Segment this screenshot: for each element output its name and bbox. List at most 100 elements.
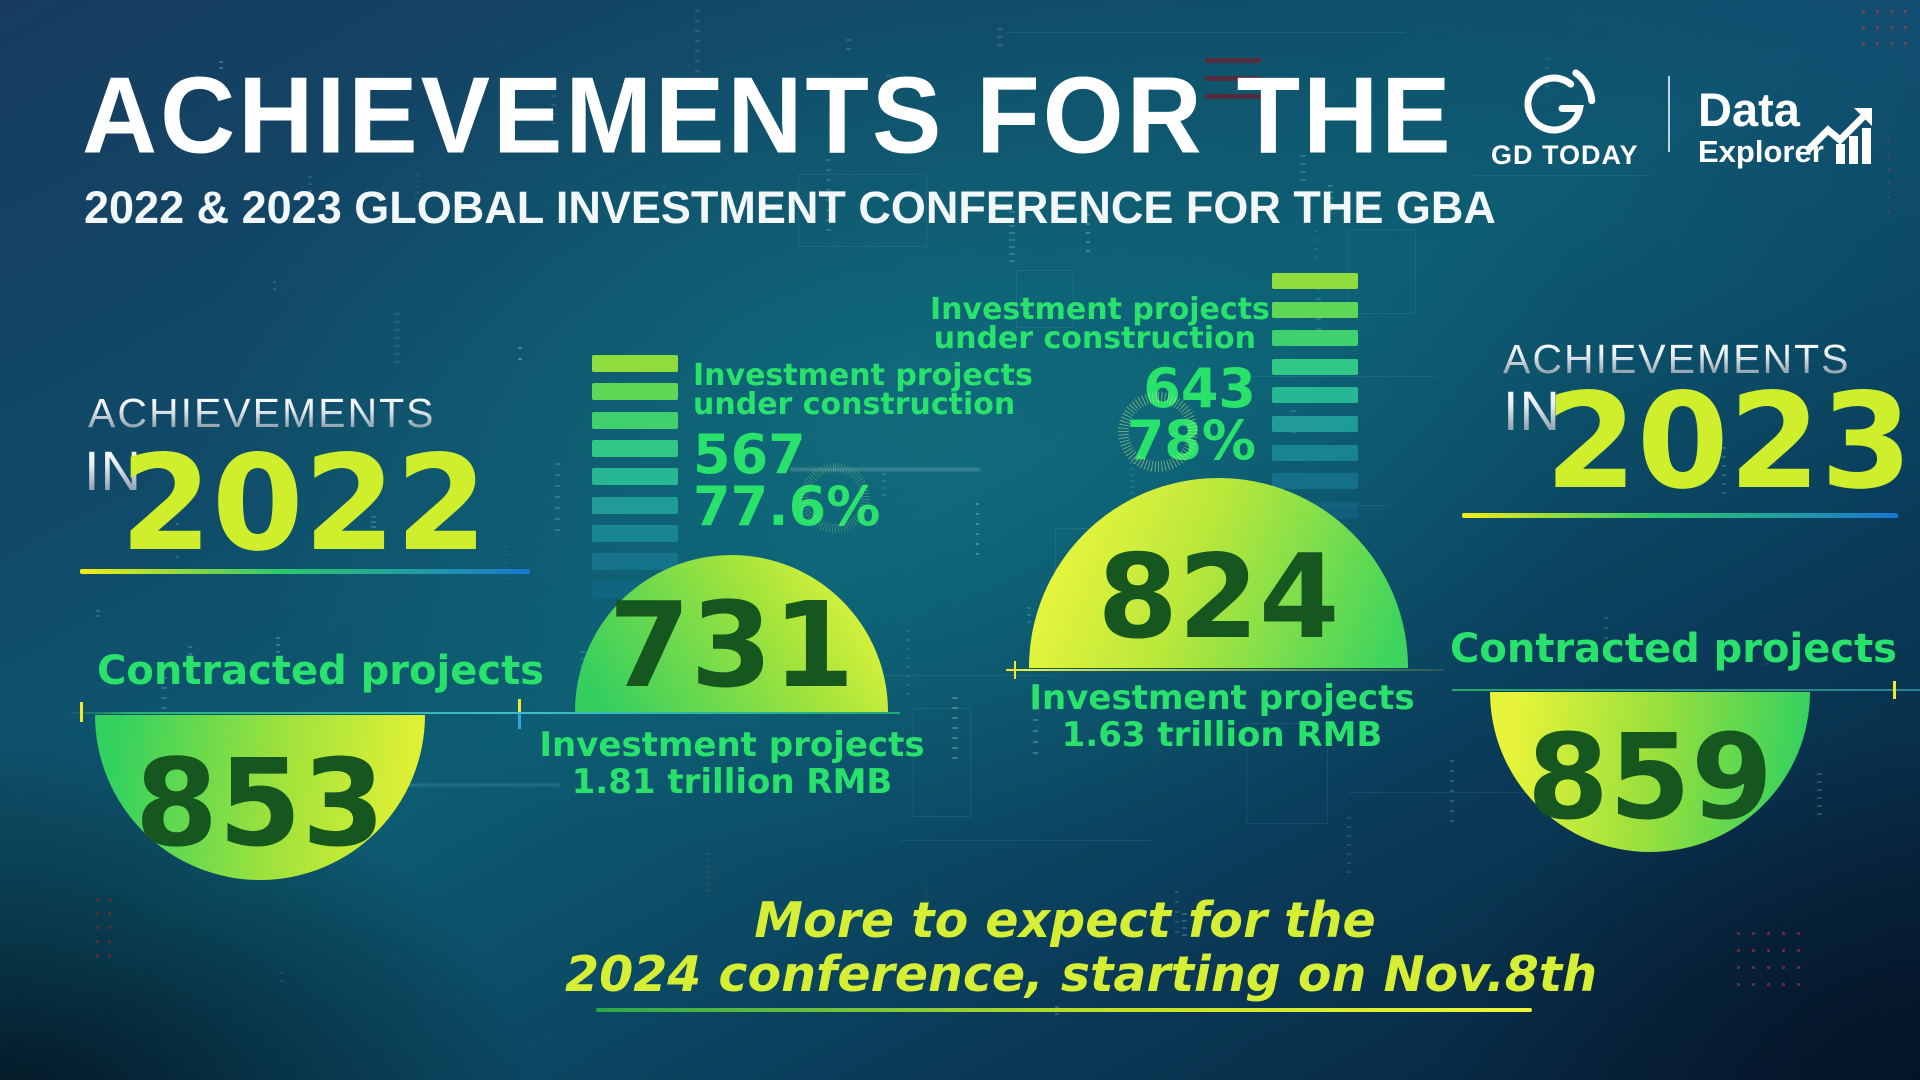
decor-fragment (925, 895, 930, 897)
decor-fragment (826, 179, 831, 181)
decor-fragment (1888, 154, 1890, 156)
decor-fragment (1763, 645, 1769, 647)
decor-fragment (1450, 810, 1454, 812)
investment-2023-label-line1: Investment projects (1029, 678, 1415, 718)
decor-fragment (1752, 932, 1755, 935)
decor-fragment (518, 358, 522, 360)
decor-fragment (1130, 480, 1135, 482)
uc-2023-count: 643 (1143, 357, 1256, 420)
decor-fragment (1774, 456, 1777, 458)
decor-fragment (371, 516, 376, 518)
decor-fragment (1347, 871, 1351, 873)
decor-fragment (1009, 253, 1015, 255)
decor-fragment (1347, 853, 1351, 855)
decor-fragment (276, 637, 280, 639)
decor-fragment (976, 543, 979, 545)
decor-fragment (1016, 270, 1074, 328)
decor-fragment (695, 20, 700, 22)
decor-fragment (1300, 171, 1306, 173)
underline-2022 (80, 569, 530, 574)
decor-fragment (1888, 168, 1890, 170)
decor-fragment (1817, 813, 1822, 815)
decor-fragment (1904, 42, 1907, 45)
year-2022: 2022 (120, 427, 488, 581)
decor-fragment (1025, 305, 1030, 307)
decor-fragment (1774, 480, 1777, 482)
investment-value-2023: 824 (1097, 530, 1340, 665)
decor-fragment (161, 707, 167, 709)
brand-divider (1668, 76, 1670, 152)
decor-fragment (1763, 657, 1769, 659)
decor-fragment (1130, 474, 1135, 476)
decor-fragment (188, 653, 192, 655)
decor-fragment (555, 507, 560, 509)
decor-fragment (503, 578, 508, 580)
decor-fragment (906, 657, 909, 659)
light-streak (300, 784, 560, 786)
decor-fragment (695, 30, 700, 32)
gauge-bar-segment (1272, 330, 1358, 346)
decor-fragment (1009, 218, 1015, 220)
decor-fragment (176, 490, 179, 492)
decor-fragment (1158, 757, 1161, 759)
decor-fragment (1158, 745, 1161, 747)
decor-fragment (1797, 932, 1800, 935)
decor-fragment (1545, 85, 1549, 87)
decor-fragment (1316, 328, 1321, 330)
uc-2023-label-line1: Investment projects (930, 292, 1270, 327)
under-construction-2023: Investment projects under construction 6… (930, 292, 1270, 468)
decor-fragment (925, 885, 930, 887)
achievements-2023-in: IN (1503, 379, 1561, 442)
decor-fragment (415, 192, 419, 194)
decor-fragment (1025, 312, 1030, 314)
decor-fragment (706, 859, 711, 861)
decor-fragment (108, 940, 111, 943)
decor-fragment (826, 189, 831, 191)
decor-fragment (1450, 790, 1454, 792)
decor-fragment (882, 473, 886, 475)
decor-fragment (997, 44, 1003, 46)
decor-fragment (1722, 456, 1726, 458)
decor-fragment (856, 675, 1054, 676)
investment-2023-label-line2: 1.63 trillion RMB (1061, 715, 1383, 755)
decor-fragment (706, 853, 711, 855)
decor-fragment (96, 940, 99, 943)
decor-fragment (273, 288, 276, 290)
decor-fragment (826, 169, 831, 171)
decor-fragment (886, 93, 892, 95)
decor-fragment (176, 523, 179, 525)
decor-fragment (1862, 42, 1865, 45)
decor-fragment (925, 915, 930, 917)
decor-fragment (1654, 456, 1659, 458)
decor-fragment (176, 512, 179, 514)
decor-fragment (1158, 763, 1161, 765)
decor-fragment (371, 531, 376, 533)
decor-fragment (394, 329, 400, 331)
data-explorer-wordmark-line2: Explorer (1698, 134, 1824, 169)
decor-fragment (1604, 637, 1608, 639)
decor-fragment (913, 708, 971, 817)
decor-fragment (1904, 10, 1907, 13)
contracted-dome-2022: 853 (95, 715, 425, 880)
decor-fragment (394, 345, 400, 347)
decor-fragment (1290, 410, 1296, 412)
decor-fragment (371, 526, 376, 528)
decor-fragment (1316, 318, 1321, 320)
decor-fragment (1086, 223, 1090, 225)
decor-fragment (161, 667, 167, 669)
decor-fragment (1797, 949, 1800, 952)
decor-fragment (1130, 492, 1135, 494)
guide-tick (80, 702, 83, 722)
decor-fragment (1315, 257, 1318, 259)
footer-underline (596, 1008, 1532, 1012)
decor-fragment (176, 545, 179, 547)
decor-fragment (1737, 949, 1740, 952)
decor-fragment (1347, 826, 1351, 828)
decor-fragment (1774, 474, 1777, 476)
decor-fragment (886, 75, 892, 77)
decor-fragment (1817, 789, 1822, 791)
decor-fragment (706, 871, 711, 873)
decor-fragment (1876, 26, 1879, 29)
decor-fragment (1009, 246, 1015, 248)
